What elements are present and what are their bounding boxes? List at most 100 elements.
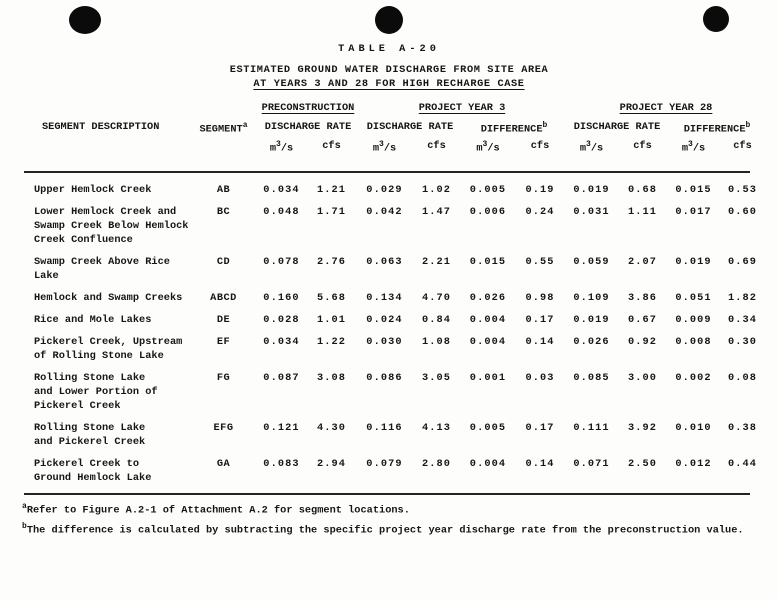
cell-value: 0.109 [573,292,610,304]
table-row: Lower Hemlock Creek and Swamp Creek Belo… [24,205,766,255]
cell-value: 0.026 [469,292,507,304]
cell-value: 0.015 [469,256,507,268]
cell-value: 0.028 [263,314,300,326]
footnote-marker-b: b [542,121,548,130]
cell-value: 0.14 [525,458,555,470]
table-row: Pickerel Creek, Upstream of Rolling Ston… [24,335,766,371]
cell-value: 1.02 [421,184,452,196]
cell-value: 0.116 [366,422,403,434]
cell-value: 0.44 [727,458,758,470]
group-project-year-28: PROJECT YEAR 28 [619,102,713,114]
cell-value: 0.071 [573,458,610,470]
cell-value: 0.17 [525,314,555,326]
cell-value: 0.08 [727,372,758,384]
cell-value: 0.24 [525,206,555,218]
cell-value: 0.38 [727,422,758,434]
cell-segment-code: BC [216,206,231,218]
punch-hole-left-icon [69,6,101,34]
header-difference-py28: DIFFERENCEb [683,121,751,136]
cell-value: 0.53 [727,184,758,196]
group-header-row: PRECONSTRUCTION PROJECT YEAR 3 PROJECT Y… [24,102,766,121]
cell-value: 1.71 [316,206,347,218]
table-row: Rolling Stone Lake and Pickerel Creek EF… [24,421,766,457]
cell-value: 0.063 [366,256,403,268]
cell-value: 0.160 [263,292,300,304]
cell-value: 0.042 [366,206,403,218]
column-header-row: SEGMENT DESCRIPTION SEGMENTa DISCHARGE R… [24,121,766,140]
cell-value: 0.004 [469,336,507,348]
cell-value: 0.55 [525,256,555,268]
cell-value: 2.80 [421,458,452,470]
unit-cfs: cfs [633,140,652,152]
cell-value: 0.68 [627,184,658,196]
table-header: PRECONSTRUCTION PROJECT YEAR 3 PROJECT Y… [24,102,766,169]
cell-value: 0.019 [573,314,610,326]
cell-value: 0.121 [263,422,300,434]
cell-value: 0.006 [469,206,507,218]
cell-segment-code: EF [216,336,231,348]
header-discharge-rate-py3: DISCHARGE RATE [366,121,454,133]
cell-segment-description: Upper Hemlock Creek [34,184,152,196]
cell-value: 0.004 [469,458,507,470]
cell-value: 0.029 [366,184,403,196]
footnote-b-marker: b [22,522,27,531]
cell-value: 3.05 [421,372,452,384]
cell-segment-code: CD [216,256,231,268]
footnote-a-text: Refer to Figure A.2-1 of Attachment A.2 … [26,504,410,517]
footnote-a: aRefer to Figure A.2-1 of Attachment A.2… [22,500,410,517]
cell-value: 0.048 [263,206,300,218]
cell-value: 0.111 [573,422,610,434]
cell-value: 0.051 [675,292,712,304]
cell-value: 0.60 [727,206,758,218]
table-row: Upper Hemlock Creek AB 0.034 1.21 0.029 … [24,169,766,205]
cell-value: 0.67 [627,314,658,326]
cell-value: 0.30 [727,336,758,348]
cell-segment-code: AB [216,184,231,196]
cell-value: 0.03 [525,372,555,384]
footer-rule [24,493,750,495]
table-row: Pickerel Creek to Ground Hemlock Lake GA… [24,457,766,493]
cell-value: 0.134 [366,292,403,304]
cell-value: 2.94 [316,458,347,470]
units-header-row: m3/s cfs m3/s cfs m3/s cfs m3/s cfs m3/s… [24,140,766,169]
cell-value: 1.47 [421,206,452,218]
cell-segment-description: Hemlock and Swamp Creeks [34,292,183,304]
cell-value: 0.17 [525,422,555,434]
cell-value: 1.11 [627,206,658,218]
unit-cfs: cfs [427,140,446,152]
header-segment: SEGMENTa [199,121,248,136]
cell-value: 2.21 [421,256,452,268]
discharge-table: PRECONSTRUCTION PROJECT YEAR 3 PROJECT Y… [24,102,766,493]
cell-value: 3.08 [316,372,347,384]
table-row: Rolling Stone Lake and Lower Portion of … [24,371,766,421]
cell-value: 4.70 [421,292,452,304]
cell-value: 0.030 [366,336,403,348]
cell-value: 2.50 [627,458,658,470]
cell-value: 0.69 [727,256,758,268]
cell-value: 0.84 [421,314,452,326]
cell-segment-code: GA [216,458,231,470]
cell-value: 0.004 [469,314,507,326]
cell-value: 1.01 [316,314,347,326]
unit-m3s: m3/s [372,140,397,155]
cell-value: 0.005 [469,184,507,196]
cell-value: 1.21 [316,184,347,196]
cell-value: 0.059 [573,256,610,268]
table-row: Rice and Mole Lakes DE 0.028 1.01 0.024 … [24,313,766,335]
cell-segment-description: Pickerel Creek, Upstream of Rolling Ston… [34,336,183,362]
punch-hole-center-icon [375,6,403,34]
title-block: TABLE A-20 ESTIMATED GROUND WATER DISCHA… [0,42,778,91]
footnote-b: bThe difference is calculated by subtrac… [22,520,744,537]
group-project-year-3: PROJECT YEAR 3 [418,102,506,114]
unit-m3s: m3/s [476,140,500,155]
header-discharge-rate-py28: DISCHARGE RATE [573,121,661,133]
header-segment-description: SEGMENT DESCRIPTION [42,121,160,133]
cell-segment-description: Rolling Stone Lake and Lower Portion of … [34,372,158,412]
cell-segment-code: DE [216,314,231,326]
cell-segment-description: Lower Hemlock Creek and Swamp Creek Belo… [34,206,189,246]
cell-segment-code: EFG [213,422,234,434]
cell-value: 0.034 [263,336,300,348]
footnote-marker-b: b [745,121,751,130]
cell-value: 0.009 [675,314,712,326]
unit-cfs: cfs [733,140,752,152]
